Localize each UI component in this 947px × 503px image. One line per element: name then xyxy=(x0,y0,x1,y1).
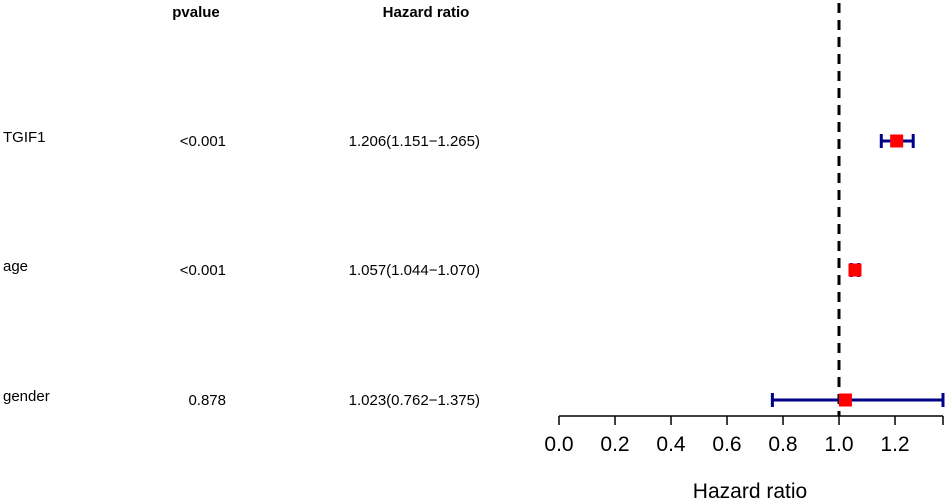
row-label-age: age xyxy=(3,258,28,275)
hazard-ratio-cell: 1.206(1.151−1.265) xyxy=(349,133,480,150)
hazard-ratio-point xyxy=(848,263,862,277)
row-label-tgif1: TGIF1 xyxy=(3,129,46,146)
table-rows: TGIF1 <0.001 1.206(1.151−1.265) age <0.001 1.… xyxy=(3,129,480,409)
x-tick-label: 1.0 xyxy=(824,433,853,456)
estimate-marks xyxy=(770,134,945,407)
x-tick-label: 1.2 xyxy=(880,433,909,456)
x-axis: 0.0 0.2 0.4 0.6 0.8 1.0 1.2 xyxy=(544,415,944,456)
pvalue-cell: 0.878 xyxy=(188,392,226,409)
hazard-ratio-point xyxy=(838,393,852,407)
hazard-ratio-cell: 1.057(1.044−1.070) xyxy=(349,262,480,279)
x-tick-label: 0.6 xyxy=(712,433,741,456)
row-label-gender: gender xyxy=(3,388,50,405)
header-hazard-ratio: Hazard ratio xyxy=(383,4,470,21)
x-tick-label: 0.4 xyxy=(656,433,686,456)
x-tick-label: 0.8 xyxy=(768,433,797,456)
column-headers: pvalue Hazard ratio xyxy=(172,4,469,21)
hazard-ratio-cell: 1.023(0.762−1.375) xyxy=(349,392,480,409)
x-tick-label: 0.0 xyxy=(544,433,573,456)
hazard-ratio-point xyxy=(890,134,904,148)
header-pvalue: pvalue xyxy=(172,4,220,21)
x-axis-title: Hazard ratio xyxy=(693,480,807,503)
pvalue-cell: <0.001 xyxy=(180,262,226,279)
x-tick-label: 0.2 xyxy=(600,433,629,456)
pvalue-cell: <0.001 xyxy=(180,133,226,150)
